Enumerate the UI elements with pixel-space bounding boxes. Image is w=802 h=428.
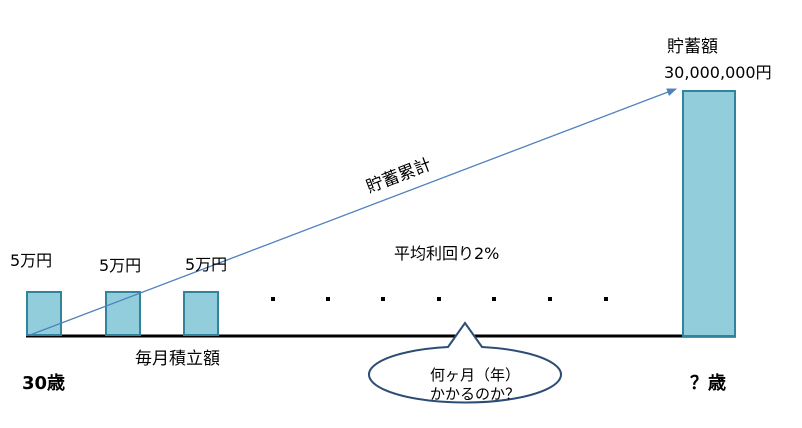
- ellipsis-dot: [326, 297, 330, 301]
- ellipsis-dot: [271, 297, 275, 301]
- cumulative-arrow: [29, 88, 677, 336]
- end-age: ？歳: [690, 373, 726, 394]
- deposit-label-3: 5万円: [185, 255, 227, 274]
- deposit-label-2: 5万円: [99, 256, 141, 275]
- callout-line-2: かかるのか？: [430, 385, 520, 403]
- ellipsis-dot: [548, 297, 552, 301]
- ellipsis-dots: [271, 297, 608, 301]
- ellipsis-dot: [604, 297, 608, 301]
- callout-line-1: 何ヶ月（年）: [430, 366, 520, 384]
- deposit-bar-2: [105, 291, 141, 336]
- savings-title: 貯蓄額: [667, 37, 718, 57]
- deposit-bar-1: [26, 291, 62, 336]
- callout-bubble: [368, 321, 562, 404]
- deposit-bar-3: [183, 291, 219, 336]
- deposit-label-1: 5万円: [10, 251, 52, 270]
- ellipsis-dot: [381, 297, 385, 301]
- monthly-label: 毎月積立額: [135, 349, 220, 369]
- ellipsis-dot: [492, 297, 496, 301]
- savings-amount: 30,000,000円: [664, 63, 772, 82]
- start-age: 30歳: [22, 373, 65, 394]
- ellipsis-dot: [437, 297, 441, 301]
- rate-label: 平均利回り2%: [394, 244, 499, 263]
- savings-bar: [682, 90, 736, 337]
- cumulative-label: 貯蓄累計: [364, 155, 435, 198]
